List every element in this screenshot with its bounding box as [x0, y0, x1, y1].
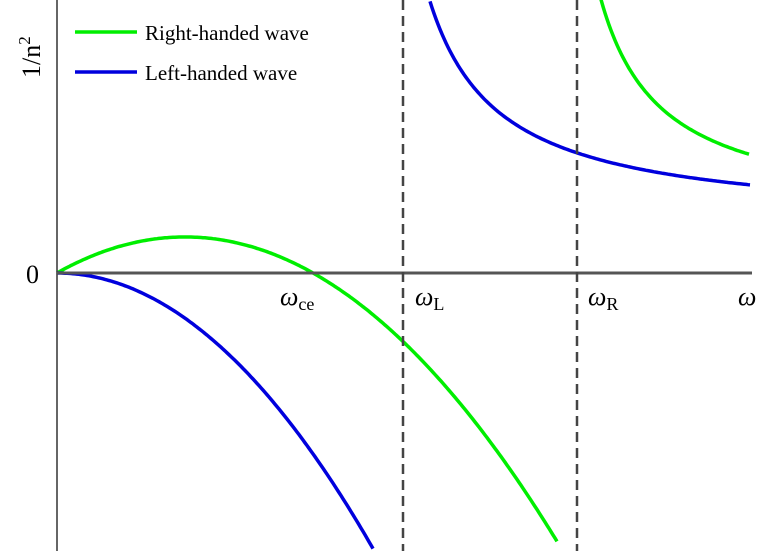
marker-symbol: ω: [588, 282, 606, 311]
origin-label: 0: [26, 260, 39, 289]
marker-sub: R: [606, 294, 618, 314]
curves: [56, 0, 751, 550]
marker-label: ωR: [588, 282, 618, 314]
legend-label: Right-handed wave: [145, 21, 309, 45]
marker-label: ωL: [415, 282, 444, 314]
x-axis-label: ω: [738, 282, 756, 311]
marker-sub: L: [433, 294, 444, 314]
marker-label: ωce: [280, 282, 314, 314]
y-axis-label: 1/n2: [15, 36, 46, 78]
y-label-text: 1/n: [17, 45, 46, 78]
marker-symbol: ω: [415, 282, 433, 311]
curve: [56, 235, 559, 543]
y-label-sup: 2: [15, 36, 34, 45]
curve: [428, 0, 751, 187]
marker-sub: ce: [298, 294, 314, 314]
legend-label: Left-handed wave: [145, 61, 297, 85]
curve: [57, 271, 375, 550]
marker-symbol: ω: [280, 282, 298, 311]
curve: [599, 0, 750, 156]
